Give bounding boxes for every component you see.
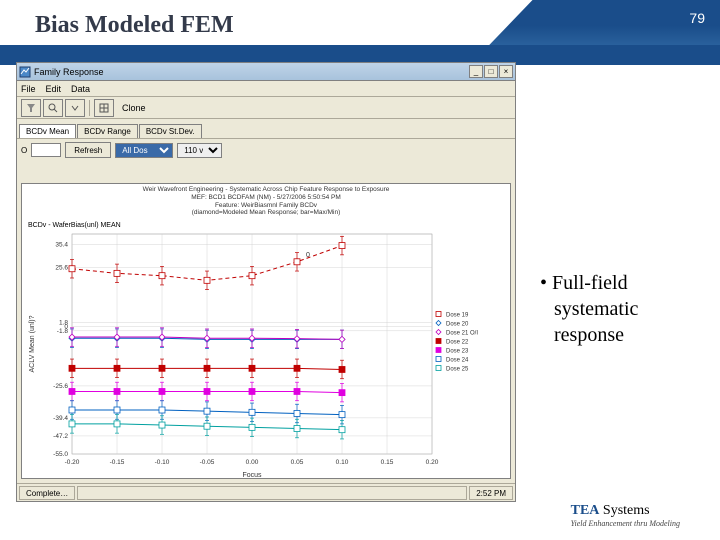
minimize-button[interactable]: _ xyxy=(469,65,483,78)
chart-area: Weir Wavefront Engineering - Systematic … xyxy=(21,183,511,479)
svg-text:-47.2: -47.2 xyxy=(53,433,68,440)
chart-title-2: MEF: BCD1 BCDFAM (NM) - 5/27/2006 5:50:5… xyxy=(22,194,510,202)
svg-text:-55.0: -55.0 xyxy=(53,451,68,458)
status-time: 2:52 PM xyxy=(469,486,513,500)
footer-systems: Systems xyxy=(599,503,649,518)
svg-text:1.8: 1.8 xyxy=(59,319,68,326)
svg-text:0.00: 0.00 xyxy=(246,459,259,466)
svg-text:35.4: 35.4 xyxy=(55,242,68,249)
chart-titles: Weir Wavefront Engineering - Systematic … xyxy=(22,184,510,217)
chart-svg: -0.20 -0.15 -0.10 -0.05 0.00 0.05 0.10 0.15 0.20… xyxy=(22,224,512,480)
footer: TEA Systems Yield Enhancement thru Model… xyxy=(571,503,680,528)
tab-stdev[interactable]: BCDv St.Dev. xyxy=(139,124,202,138)
slide-header: Bias Modeled FEM 79 xyxy=(0,0,720,65)
status-fill xyxy=(77,486,467,500)
zoom-icon xyxy=(47,102,59,114)
svg-text:Dose 25: Dose 25 xyxy=(446,367,469,373)
menu-edit[interactable]: Edit xyxy=(46,84,62,94)
svg-text:0.05: 0.05 xyxy=(291,459,304,466)
svg-text:-0.10: -0.10 xyxy=(155,459,170,466)
menubar: File Edit Data xyxy=(17,81,515,97)
bullet-text: Full-field systematic response xyxy=(540,270,638,348)
svg-text:0.15: 0.15 xyxy=(381,459,394,466)
svg-text:Focus: Focus xyxy=(242,472,262,479)
maximize-button[interactable]: □ xyxy=(484,65,498,78)
bullet-line: Full-field xyxy=(540,270,638,296)
menu-data[interactable]: Data xyxy=(71,84,90,94)
tool-btn-3[interactable] xyxy=(65,99,85,117)
svg-text:Dose 24: Dose 24 xyxy=(446,358,469,364)
svg-text:Dose 20: Dose 20 xyxy=(446,322,469,328)
toolbar: Clone xyxy=(17,97,515,119)
refresh-button[interactable]: Refresh xyxy=(65,142,111,158)
footer-main: TEA Systems xyxy=(571,503,680,519)
svg-text:-0.05: -0.05 xyxy=(200,459,215,466)
tabs: BCDv Mean BCDv Range BCDv St.Dev. xyxy=(17,119,515,139)
chart-title-3: Feature: WeirBiasmnl Family BCDv xyxy=(22,202,510,210)
bullet-line3: response xyxy=(540,322,638,348)
footer-tagline: Yield Enhancement thru Modeling xyxy=(571,519,680,528)
chart-title-1: Weir Wavefront Engineering - Systematic … xyxy=(22,186,510,194)
clone-label[interactable]: Clone xyxy=(122,103,146,113)
svg-text:Dose 22: Dose 22 xyxy=(446,340,469,346)
window-title: Family Response xyxy=(34,67,469,77)
tool-btn-4[interactable] xyxy=(94,99,114,117)
menu-file[interactable]: File xyxy=(21,84,36,94)
svg-text:0.10: 0.10 xyxy=(336,459,349,466)
close-button[interactable]: × xyxy=(499,65,513,78)
svg-text:Dose 23: Dose 23 xyxy=(446,349,469,355)
tab-mean[interactable]: BCDv Mean xyxy=(19,124,76,138)
svg-text:25.6: 25.6 xyxy=(55,264,68,271)
controls-row: O Refresh All Dos 110 v xyxy=(17,139,515,161)
chevron-down-icon xyxy=(69,102,81,114)
svg-text:-0.20: -0.20 xyxy=(65,459,80,466)
bullet-line2: systematic xyxy=(540,296,638,322)
order-label: O xyxy=(21,146,27,155)
svg-text:-25.6: -25.6 xyxy=(53,383,68,390)
svg-text:ACLV Mean (unl)?: ACLV Mean (unl)? xyxy=(29,315,36,372)
svg-text:0: 0 xyxy=(306,252,310,259)
svg-text:-39.4: -39.4 xyxy=(53,415,68,422)
footer-tea: TEA xyxy=(571,503,600,518)
dose-select[interactable]: All Dos xyxy=(115,143,173,158)
app-icon xyxy=(19,66,31,78)
separator xyxy=(89,100,90,116)
tool-btn-2[interactable] xyxy=(43,99,63,117)
chart-title-4: (diamond=Modeled Mean Response; bar=Max/… xyxy=(22,209,510,217)
titlebar: Family Response _ □ × xyxy=(17,63,515,81)
table-icon xyxy=(98,102,110,114)
svg-text:0.20: 0.20 xyxy=(426,459,439,466)
tab-range[interactable]: BCDv Range xyxy=(77,124,138,138)
window-buttons: _ □ × xyxy=(469,65,513,78)
app-window: Family Response _ □ × File Edit Data Clo… xyxy=(16,62,516,502)
order-input[interactable] xyxy=(31,143,61,157)
filter-icon xyxy=(25,102,37,114)
status-left: Complete… xyxy=(19,486,75,500)
svg-text:Dose 21 O/I: Dose 21 O/I xyxy=(446,331,478,337)
svg-text:Dose 19: Dose 19 xyxy=(446,313,469,319)
second-select[interactable]: 110 v xyxy=(177,143,222,158)
svg-text:-0.15: -0.15 xyxy=(110,459,125,466)
statusbar: Complete… 2:52 PM xyxy=(17,483,515,501)
page-number: 79 xyxy=(689,10,705,26)
slide-title: Bias Modeled FEM xyxy=(35,12,234,39)
tool-btn-1[interactable] xyxy=(21,99,41,117)
